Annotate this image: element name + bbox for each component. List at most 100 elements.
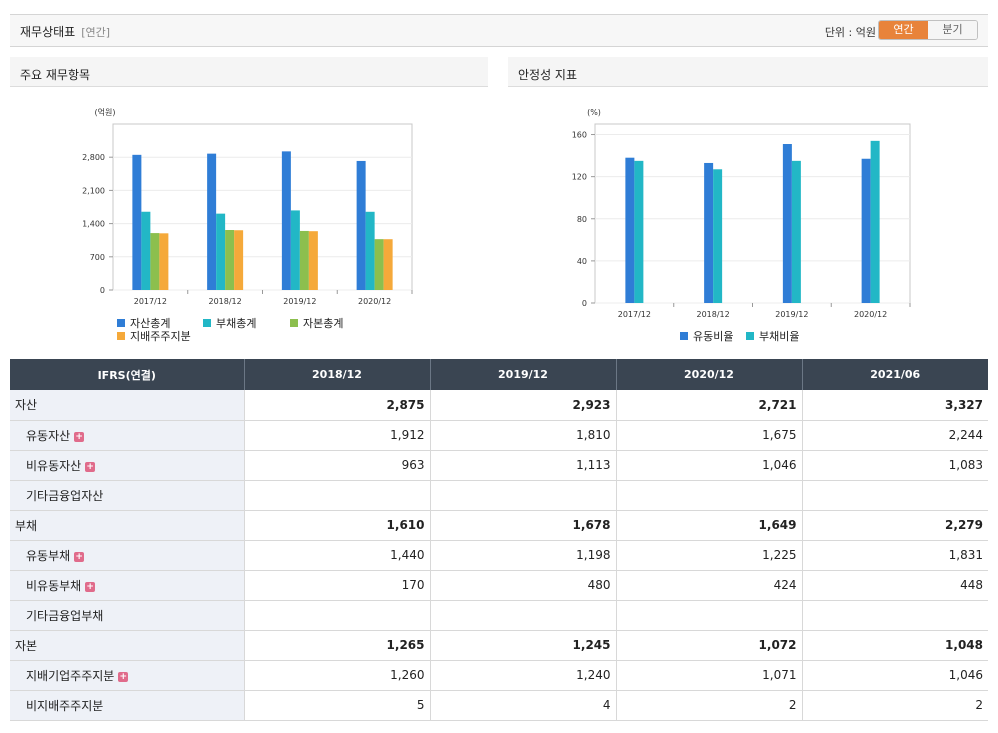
x-tick-label: 2018/12 <box>209 297 242 306</box>
cell-value: 170 <box>243 570 430 601</box>
cell-value: 2 <box>615 690 802 721</box>
row-label: 자본 <box>10 630 244 661</box>
bar-1 <box>704 162 714 303</box>
cell-value: 963 <box>243 450 430 481</box>
table-row: 자본 1,265 1,245 1,072 1,048 <box>10 630 988 661</box>
unit-label: 단위 : 억원 <box>824 26 876 39</box>
legend-label: 부채비율 <box>759 330 799 343</box>
column-header: 2019/12 <box>429 359 616 390</box>
bar-2 <box>634 160 644 303</box>
row-label: 유동부채 + <box>10 540 244 571</box>
bar-3 <box>299 230 309 290</box>
bar-4 <box>234 230 244 290</box>
cell-value <box>615 480 802 511</box>
row-label: 비유동자산 + <box>10 450 244 481</box>
table-row: 비유동부채 +170 480 424 448 <box>10 570 988 601</box>
legend-swatch <box>203 319 211 327</box>
y-tick-label: 1,400 <box>82 220 105 229</box>
bar-2 <box>141 211 151 290</box>
y-tick-label: 0 <box>582 299 587 308</box>
x-tick-label: 2019/12 <box>283 297 316 306</box>
bar-3 <box>150 233 160 290</box>
cell-value <box>801 600 988 631</box>
y-axis-label: (억원) <box>95 107 116 117</box>
legend-label: 자본총계 <box>303 317 343 330</box>
cell-value <box>429 480 616 511</box>
cell-value: 2,721 <box>615 390 802 421</box>
cell-value <box>429 600 616 631</box>
cell-value: 1,610 <box>243 510 430 541</box>
y-tick-label: 2,100 <box>82 186 105 195</box>
table-row: 비유동자산 +963 1,113 1,046 1,083 <box>10 450 988 481</box>
toggle-quarter-button[interactable]: 분기 <box>928 21 977 39</box>
expand-plus-icon[interactable]: + <box>74 431 85 442</box>
table-header-row: IFRS(연결) 2018/12 2019/12 2020/12 2021/06 <box>10 359 988 390</box>
cell-value: 1,675 <box>615 420 802 451</box>
legend-label: 지배주주지분 <box>130 330 191 343</box>
stability-chart: (%) 0 40 80 120 160 2017/12 2018/12 2019/12 2020/… <box>572 108 911 343</box>
cell-value: 1,083 <box>801 450 988 481</box>
plot-area <box>594 123 911 304</box>
panel-title: 안정성 지표 <box>508 57 988 87</box>
bar-2 <box>290 210 300 290</box>
cell-value: 2,875 <box>243 390 430 421</box>
row-label: 기타금융업자산 <box>10 480 244 511</box>
expand-plus-icon[interactable]: + <box>118 671 129 682</box>
table-row: 기타금융업자산 <box>10 480 988 511</box>
cell-value: 1,113 <box>429 450 616 481</box>
cell-value: 2,923 <box>429 390 616 421</box>
y-tick-label: 160 <box>572 131 587 140</box>
cell-value: 2 <box>801 690 988 721</box>
key-financials-panel: 주요 재무항목 (억원) 0 700 1,400 2,100 2,800 2017/12 20… <box>10 57 488 357</box>
cell-value: 480 <box>429 570 616 601</box>
table-corner-header: IFRS(연결) <box>10 359 244 390</box>
cell-value <box>243 600 430 631</box>
x-tick-label: 2017/12 <box>618 310 651 319</box>
bar-4 <box>383 239 393 290</box>
cell-value <box>801 480 988 511</box>
cell-value: 3,327 <box>801 390 988 421</box>
row-label: 자산 <box>10 390 244 421</box>
toggle-annual-button[interactable]: 연간 <box>879 21 928 39</box>
cell-value: 5 <box>243 690 430 721</box>
cell-value: 1,071 <box>615 660 802 691</box>
x-tick-label: 2020/12 <box>358 297 391 306</box>
cell-value: 1,649 <box>615 510 802 541</box>
row-label: 유동자산 + <box>10 420 244 451</box>
bar-4 <box>159 233 169 290</box>
bar-1 <box>132 154 142 290</box>
cell-value: 424 <box>615 570 802 601</box>
y-axis-label: (%) <box>587 108 601 117</box>
cell-value: 1,240 <box>429 660 616 691</box>
row-label: 기타금융업부채 <box>10 600 244 631</box>
cell-value: 1,046 <box>801 660 988 691</box>
expand-plus-icon[interactable]: + <box>85 581 96 592</box>
cell-value: 1,912 <box>243 420 430 451</box>
bar-1 <box>356 160 366 290</box>
expand-plus-icon[interactable]: + <box>74 551 85 562</box>
y-tick-label: 80 <box>577 215 587 224</box>
bar-4 <box>308 231 318 290</box>
cell-value: 1,810 <box>429 420 616 451</box>
y-tick-label: 2,800 <box>82 153 105 162</box>
bar-1 <box>861 158 871 303</box>
bar-1 <box>782 144 792 303</box>
row-label: 지배기업주주지분 + <box>10 660 244 691</box>
section-subtitle: [연간] <box>81 26 111 39</box>
cell-value <box>243 480 430 511</box>
column-header: 2020/12 <box>615 359 802 390</box>
x-tick-label: 2019/12 <box>775 310 808 319</box>
legend-label: 자산총계 <box>130 317 170 330</box>
section-header: 재무상태표 [연간] 단위 : 억원 연간 분기 <box>10 14 988 47</box>
legend-swatch <box>290 319 298 327</box>
cell-value: 4 <box>429 690 616 721</box>
key-financials-chart: (억원) 0 700 1,400 2,100 2,800 2017/12 2018/12 201… <box>82 107 413 343</box>
table-row: 지배기업주주지분 +1,260 1,240 1,071 1,046 <box>10 660 988 691</box>
cell-value: 1,831 <box>801 540 988 571</box>
bar-1 <box>281 151 291 290</box>
cell-value: 1,265 <box>243 630 430 661</box>
legend-swatch <box>117 332 125 340</box>
expand-plus-icon[interactable]: + <box>85 461 96 472</box>
y-tick-label: 120 <box>572 173 587 182</box>
row-label: 비유동부채 + <box>10 570 244 601</box>
